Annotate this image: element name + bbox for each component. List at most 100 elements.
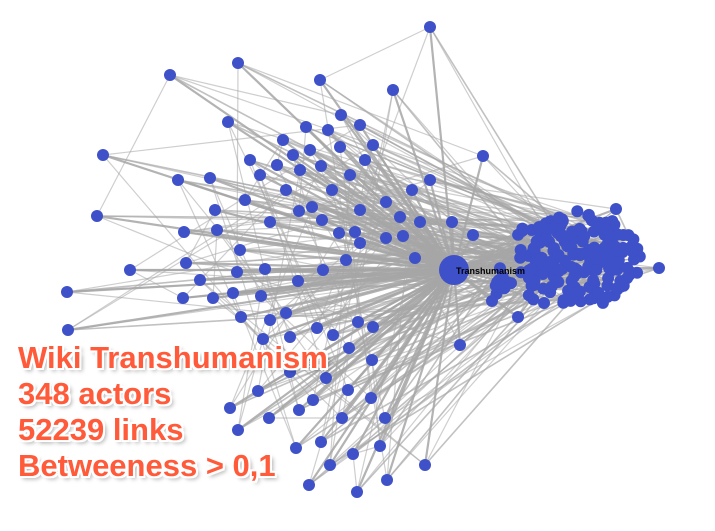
graph-node[interactable] <box>315 436 327 448</box>
cluster-node[interactable] <box>565 260 578 273</box>
cluster-node[interactable] <box>530 235 543 248</box>
cluster-node[interactable] <box>617 279 630 292</box>
graph-node[interactable] <box>180 257 192 269</box>
graph-node[interactable] <box>303 479 315 491</box>
graph-node[interactable] <box>293 404 305 416</box>
graph-node[interactable] <box>304 144 316 156</box>
graph-node[interactable] <box>324 459 336 471</box>
cluster-node[interactable] <box>548 242 560 254</box>
graph-node[interactable] <box>326 184 338 196</box>
graph-node[interactable] <box>352 316 364 328</box>
cluster-node[interactable] <box>527 293 540 306</box>
cluster-node[interactable] <box>536 268 549 280</box>
graph-node[interactable] <box>280 307 292 319</box>
cluster-node[interactable] <box>505 277 517 290</box>
graph-node[interactable] <box>264 216 276 228</box>
graph-node[interactable] <box>344 169 356 181</box>
cluster-node[interactable] <box>543 223 555 236</box>
graph-node[interactable] <box>354 237 366 249</box>
graph-node[interactable] <box>349 226 361 238</box>
graph-node[interactable] <box>512 311 524 323</box>
graph-node[interactable] <box>366 354 378 366</box>
cluster-node[interactable] <box>516 222 529 235</box>
graph-node[interactable] <box>394 211 406 223</box>
graph-node[interactable] <box>239 194 251 206</box>
graph-node[interactable] <box>232 424 244 436</box>
graph-node[interactable] <box>322 124 334 136</box>
graph-node[interactable] <box>354 204 366 216</box>
graph-node[interactable] <box>316 214 328 226</box>
graph-node[interactable] <box>255 290 267 302</box>
graph-node[interactable] <box>62 324 74 336</box>
graph-node[interactable] <box>234 244 246 256</box>
graph-node[interactable] <box>359 154 371 166</box>
graph-node[interactable] <box>367 139 379 151</box>
graph-node[interactable] <box>486 295 498 307</box>
cluster-node[interactable] <box>610 255 623 268</box>
graph-node[interactable] <box>334 141 346 153</box>
graph-node[interactable] <box>424 21 436 33</box>
cluster-node[interactable] <box>571 205 584 218</box>
cluster-node[interactable] <box>552 276 565 288</box>
graph-node[interactable] <box>284 366 296 378</box>
graph-node[interactable] <box>409 252 421 264</box>
graph-node[interactable] <box>380 232 392 244</box>
graph-node[interactable] <box>335 109 347 121</box>
graph-node[interactable] <box>264 314 276 326</box>
graph-node[interactable] <box>307 394 319 406</box>
cluster-node[interactable] <box>582 208 595 221</box>
cluster-node[interactable] <box>533 221 546 233</box>
graph-node[interactable] <box>244 154 256 166</box>
graph-node[interactable] <box>406 184 418 196</box>
graph-node[interactable] <box>287 149 299 161</box>
cluster-node[interactable] <box>537 282 550 295</box>
graph-node[interactable] <box>97 149 109 161</box>
graph-node[interactable] <box>477 150 489 162</box>
cluster-node[interactable] <box>628 253 640 266</box>
cluster-node[interactable] <box>574 248 586 260</box>
graph-node[interactable] <box>610 203 622 215</box>
graph-node[interactable] <box>317 264 329 276</box>
cluster-node[interactable] <box>592 286 605 299</box>
cluster-node[interactable] <box>565 274 578 287</box>
cluster-node[interactable] <box>525 274 538 287</box>
graph-node[interactable] <box>306 201 318 213</box>
graph-node[interactable] <box>374 440 386 452</box>
cluster-node[interactable] <box>627 233 640 246</box>
graph-node[interactable] <box>293 205 305 217</box>
graph-node[interactable] <box>277 134 289 146</box>
cluster-node[interactable] <box>545 255 558 268</box>
cluster-node[interactable] <box>561 240 574 253</box>
cluster-node[interactable] <box>609 245 622 257</box>
graph-node[interactable] <box>280 184 292 196</box>
graph-node[interactable] <box>315 160 327 172</box>
graph-node[interactable] <box>263 412 275 424</box>
cluster-node[interactable] <box>573 285 586 298</box>
graph-node[interactable] <box>381 474 393 486</box>
graph-node[interactable] <box>172 174 184 186</box>
graph-node[interactable] <box>235 311 247 323</box>
graph-node[interactable] <box>204 172 216 184</box>
graph-node[interactable] <box>340 254 352 266</box>
cluster-node[interactable] <box>496 270 509 283</box>
graph-node[interactable] <box>124 264 136 276</box>
graph-node[interactable] <box>222 116 234 128</box>
cluster-node[interactable] <box>578 230 591 243</box>
graph-node[interactable] <box>271 159 283 171</box>
graph-node[interactable] <box>91 210 103 222</box>
graph-node[interactable] <box>290 442 302 454</box>
graph-node[interactable] <box>419 459 431 471</box>
cluster-node[interactable] <box>620 243 633 256</box>
cluster-node[interactable] <box>587 274 600 287</box>
graph-node[interactable] <box>311 322 323 334</box>
graph-node[interactable] <box>446 216 458 228</box>
graph-node[interactable] <box>343 342 355 354</box>
graph-node[interactable] <box>379 412 391 424</box>
graph-node[interactable] <box>424 174 436 186</box>
graph-node[interactable] <box>294 164 306 176</box>
graph-node[interactable] <box>653 262 665 274</box>
graph-node[interactable] <box>320 372 332 384</box>
cluster-node[interactable] <box>595 222 608 234</box>
graph-node[interactable] <box>467 229 479 241</box>
graph-node[interactable] <box>61 286 73 298</box>
